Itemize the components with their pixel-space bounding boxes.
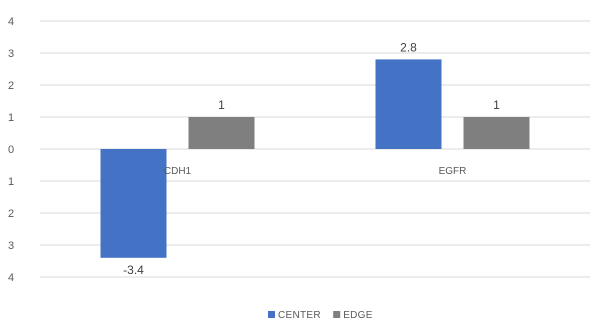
- y-tick-label: 1: [8, 176, 14, 188]
- legend: CENTER EDGE: [268, 310, 373, 321]
- y-tick-label: 1: [8, 112, 14, 124]
- bar-center-cdh1: [100, 149, 167, 258]
- legend-swatch-center: [268, 311, 275, 318]
- y-tick-label: 2: [8, 80, 14, 92]
- category-label: CDH1: [164, 166, 192, 177]
- y-axis-ticks: 4 3 2 1 0 1 2 3 4: [8, 16, 14, 284]
- y-tick-label: 4: [8, 272, 14, 284]
- y-tick-label: 3: [8, 48, 14, 60]
- bars: [100, 59, 530, 258]
- data-label: 1: [218, 98, 225, 112]
- y-tick-label: 4: [8, 16, 14, 28]
- y-tick-label: 2: [8, 208, 14, 220]
- data-label: 1: [493, 98, 500, 112]
- data-label: 2.8: [400, 40, 417, 54]
- y-tick-label: 3: [8, 240, 14, 252]
- legend-swatch-edge: [333, 311, 341, 318]
- bar-center-egfr: [375, 59, 442, 149]
- category-label: EGFR: [439, 166, 467, 177]
- data-label: -3.4: [123, 263, 144, 277]
- data-labels: -3.4 1 2.8 1: [123, 40, 500, 276]
- y-tick-label: 0: [8, 144, 14, 156]
- legend-label-center: CENTER: [278, 310, 321, 321]
- legend-label-edge: EDGE: [343, 310, 373, 321]
- bar-edge-cdh1: [188, 117, 255, 149]
- category-labels: CDH1 EGFR: [164, 166, 467, 177]
- bar-edge-egfr: [463, 117, 530, 149]
